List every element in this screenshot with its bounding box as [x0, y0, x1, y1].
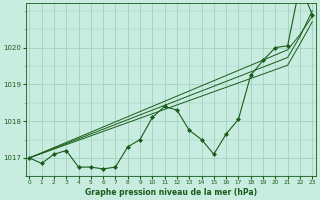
X-axis label: Graphe pression niveau de la mer (hPa): Graphe pression niveau de la mer (hPa) [85, 188, 257, 197]
